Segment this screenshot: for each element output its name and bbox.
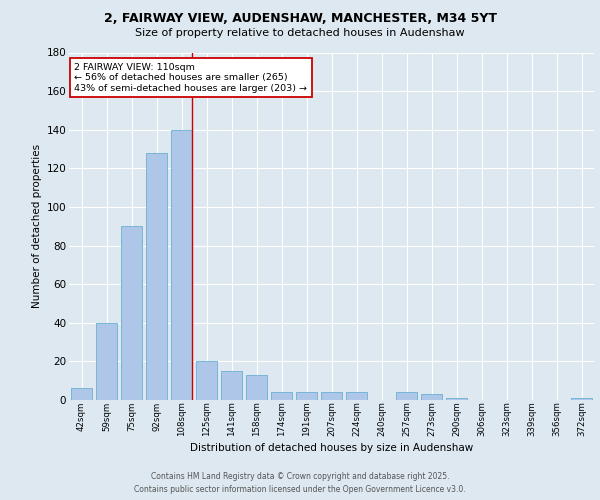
Bar bbox=[171, 130, 192, 400]
Bar bbox=[146, 153, 167, 400]
Bar bbox=[96, 323, 117, 400]
Bar bbox=[296, 392, 317, 400]
Bar bbox=[571, 398, 592, 400]
Bar bbox=[421, 394, 442, 400]
Bar bbox=[271, 392, 292, 400]
Bar bbox=[321, 392, 342, 400]
Y-axis label: Number of detached properties: Number of detached properties bbox=[32, 144, 43, 308]
Bar bbox=[71, 388, 92, 400]
Text: Size of property relative to detached houses in Audenshaw: Size of property relative to detached ho… bbox=[135, 28, 465, 38]
Bar bbox=[346, 392, 367, 400]
Bar bbox=[196, 362, 217, 400]
X-axis label: Distribution of detached houses by size in Audenshaw: Distribution of detached houses by size … bbox=[190, 443, 473, 453]
Bar bbox=[221, 371, 242, 400]
Text: Contains HM Land Registry data © Crown copyright and database right 2025.
Contai: Contains HM Land Registry data © Crown c… bbox=[134, 472, 466, 494]
Text: 2 FAIRWAY VIEW: 110sqm
← 56% of detached houses are smaller (265)
43% of semi-de: 2 FAIRWAY VIEW: 110sqm ← 56% of detached… bbox=[74, 63, 307, 92]
Bar bbox=[396, 392, 417, 400]
Bar bbox=[121, 226, 142, 400]
Bar bbox=[246, 375, 267, 400]
Bar bbox=[446, 398, 467, 400]
Text: 2, FAIRWAY VIEW, AUDENSHAW, MANCHESTER, M34 5YT: 2, FAIRWAY VIEW, AUDENSHAW, MANCHESTER, … bbox=[104, 12, 497, 26]
